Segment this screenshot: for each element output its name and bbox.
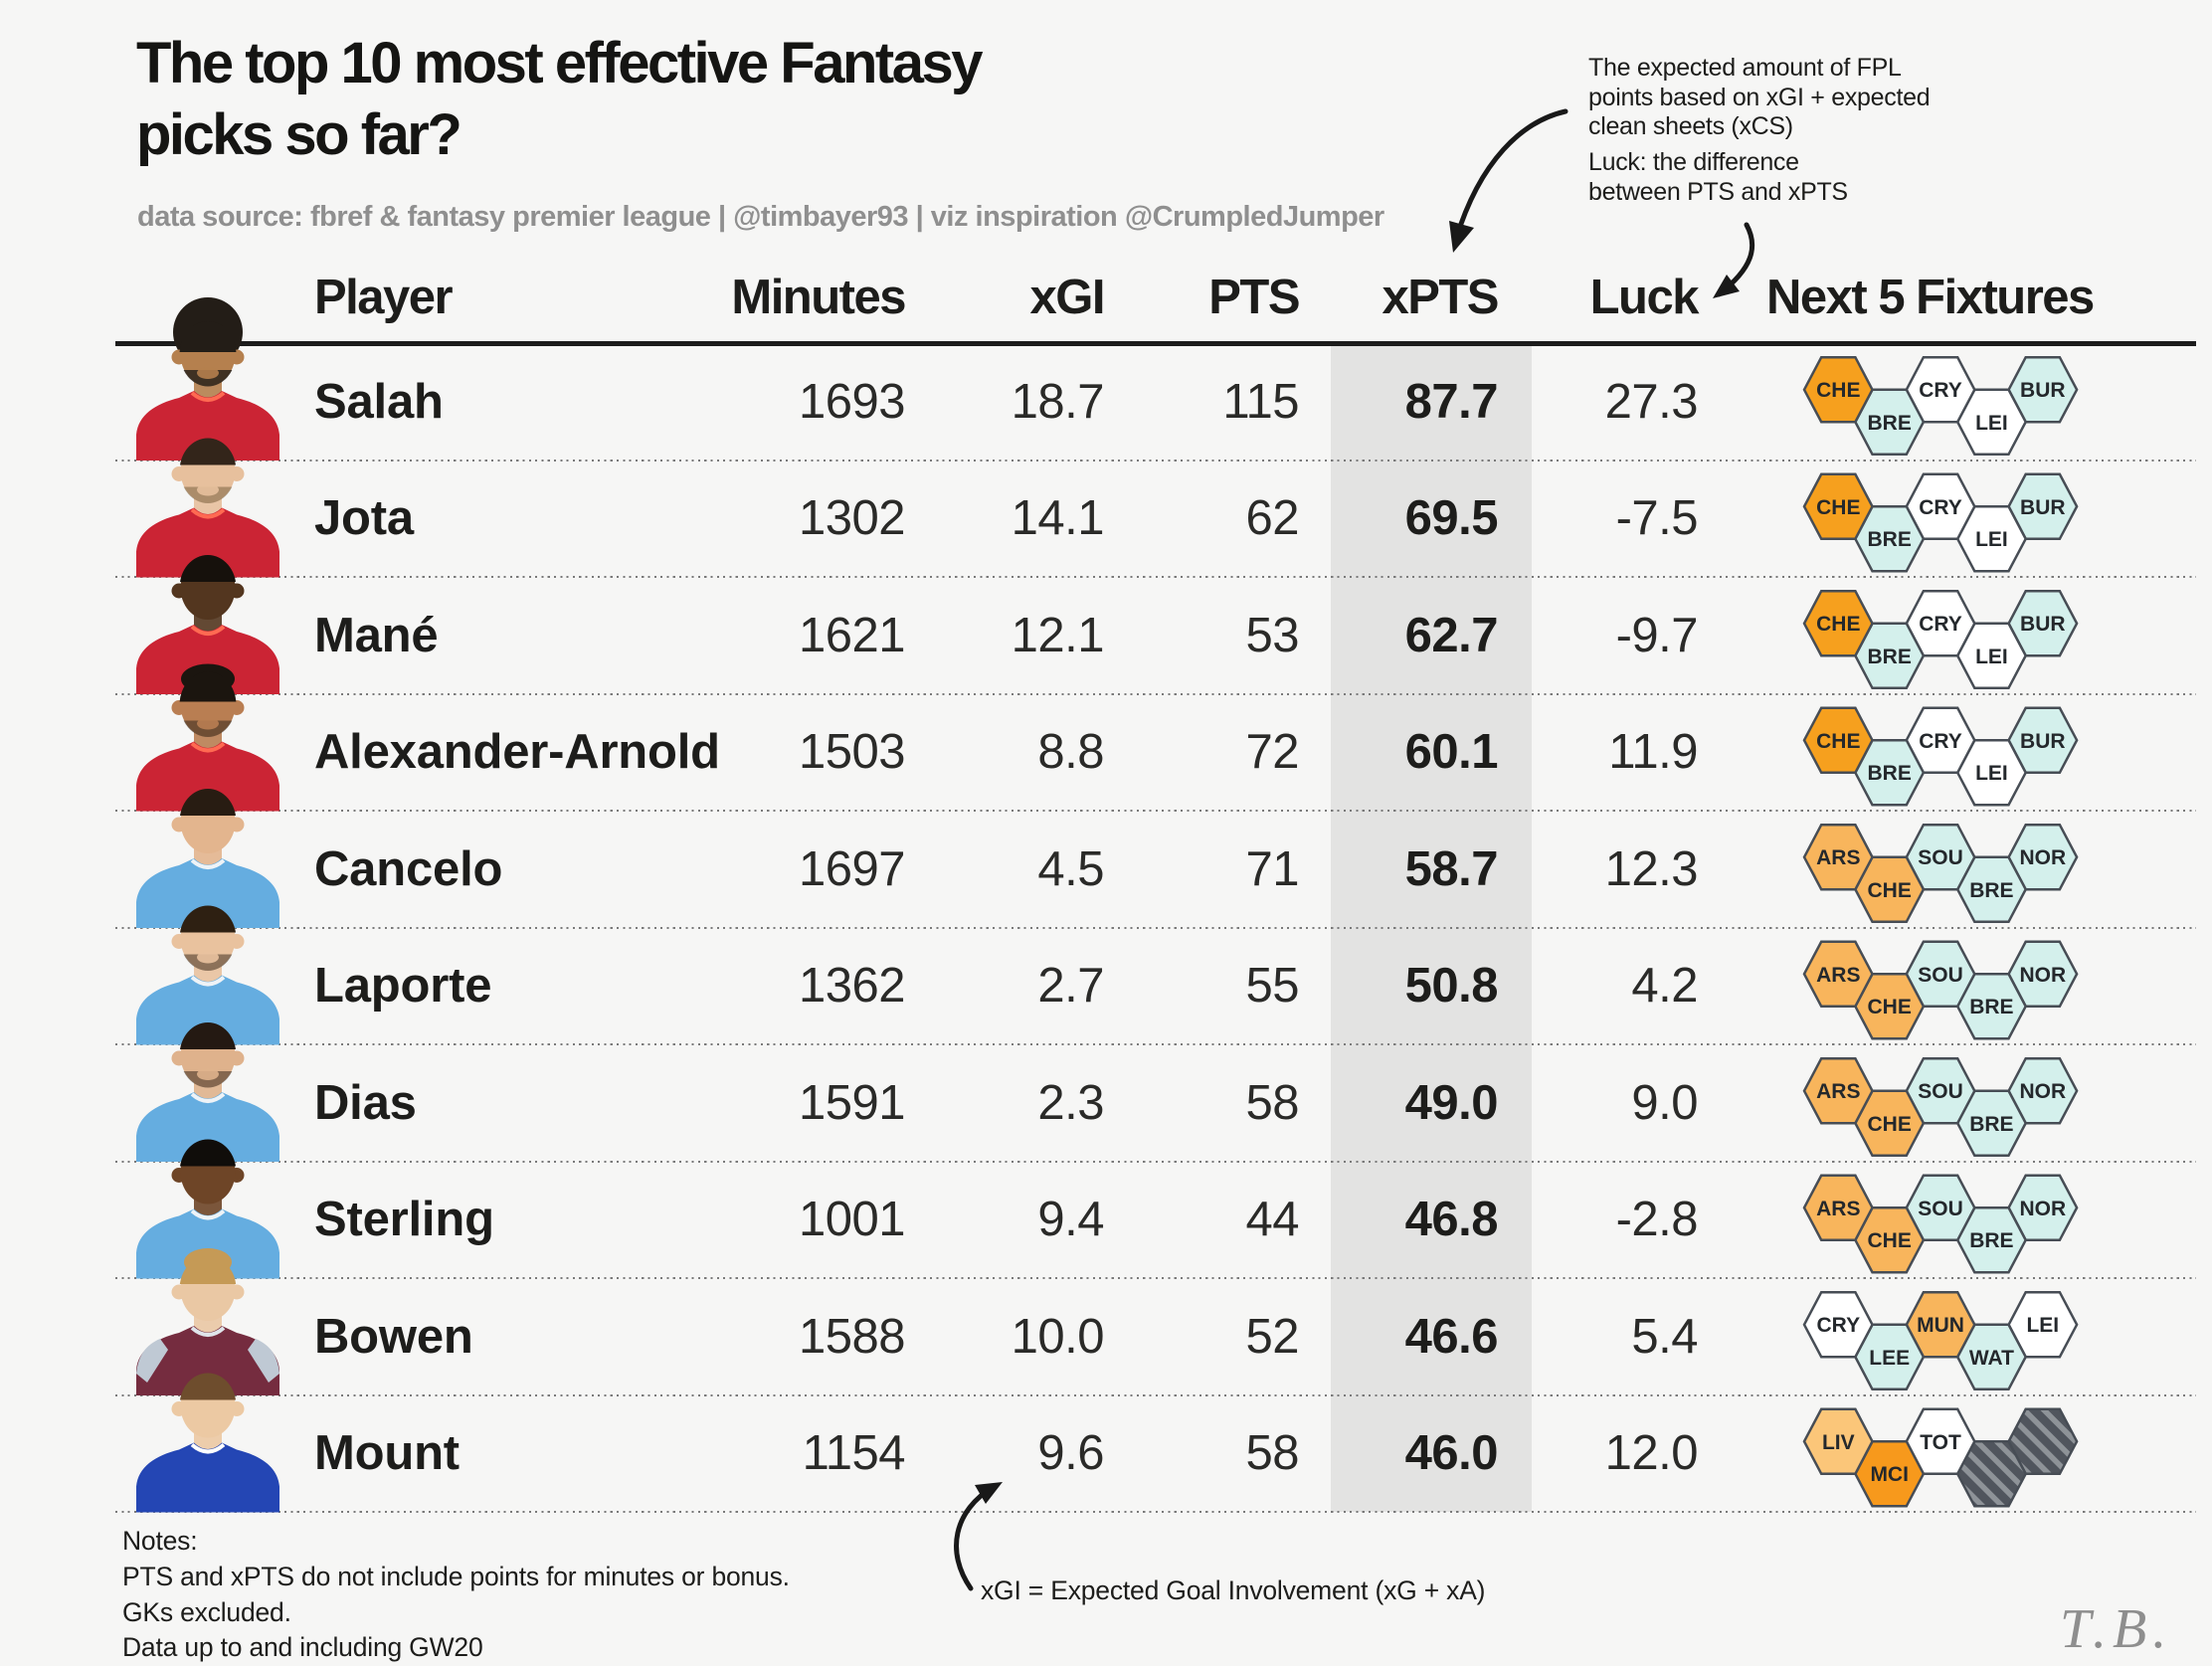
svg-text:BRE: BRE	[1969, 1113, 2013, 1136]
svg-text:LEE: LEE	[1869, 1347, 1910, 1370]
svg-text:ARS: ARS	[1816, 846, 1860, 869]
svg-text:NOR: NOR	[2019, 1198, 2066, 1220]
svg-text:LIV: LIV	[1822, 1431, 1855, 1454]
svg-text:LEI: LEI	[1975, 528, 2008, 551]
svg-text:CRY: CRY	[1919, 613, 1962, 636]
svg-text:LEI: LEI	[2026, 1314, 2059, 1337]
svg-text:NOR: NOR	[2019, 1080, 2066, 1103]
svg-text:SOU: SOU	[1918, 1080, 1963, 1103]
svg-text:NOR: NOR	[2019, 846, 2066, 869]
svg-text:CHE: CHE	[1816, 496, 1860, 519]
svg-text:BRE: BRE	[1868, 762, 1912, 785]
svg-text:CHE: CHE	[1868, 1229, 1912, 1252]
svg-text:SOU: SOU	[1918, 964, 1963, 987]
svg-text:CRY: CRY	[1919, 379, 1962, 402]
svg-text:CHE: CHE	[1868, 1113, 1912, 1136]
svg-text:BRE: BRE	[1969, 996, 2013, 1018]
svg-text:CHE: CHE	[1868, 879, 1912, 902]
svg-text:BUR: BUR	[2020, 496, 2066, 519]
svg-text:NOR: NOR	[2019, 964, 2066, 987]
svg-text:MCI: MCI	[1870, 1463, 1909, 1486]
svg-text:BUR: BUR	[2020, 730, 2066, 753]
svg-text:CRY: CRY	[1919, 496, 1962, 519]
svg-text:BRE: BRE	[1969, 1229, 2013, 1252]
svg-text:SOU: SOU	[1918, 846, 1963, 869]
svg-text:WAT: WAT	[1969, 1347, 2014, 1370]
svg-text:CHE: CHE	[1816, 730, 1860, 753]
svg-text:BRE: BRE	[1868, 528, 1912, 551]
svg-text:CHE: CHE	[1816, 613, 1860, 636]
svg-text:LEI: LEI	[1975, 762, 2008, 785]
svg-text:LEI: LEI	[1975, 412, 2008, 435]
svg-text:LEI: LEI	[1975, 646, 2008, 668]
svg-text:CHE: CHE	[1816, 379, 1860, 402]
svg-text:CRY: CRY	[1919, 730, 1962, 753]
svg-text:BUR: BUR	[2020, 379, 2066, 402]
svg-text:BUR: BUR	[2020, 613, 2066, 636]
svg-text:BRE: BRE	[1868, 646, 1912, 668]
svg-text:BRE: BRE	[1969, 879, 2013, 902]
svg-text:CHE: CHE	[1868, 996, 1912, 1018]
svg-text:CRY: CRY	[1817, 1314, 1861, 1337]
svg-text:TOT: TOT	[1920, 1431, 1961, 1454]
svg-text:ARS: ARS	[1816, 1198, 1860, 1220]
svg-text:BRE: BRE	[1868, 412, 1912, 435]
svg-text:MUN: MUN	[1917, 1314, 1964, 1337]
svg-text:ARS: ARS	[1816, 964, 1860, 987]
svg-text:SOU: SOU	[1918, 1198, 1963, 1220]
svg-text:ARS: ARS	[1816, 1080, 1860, 1103]
